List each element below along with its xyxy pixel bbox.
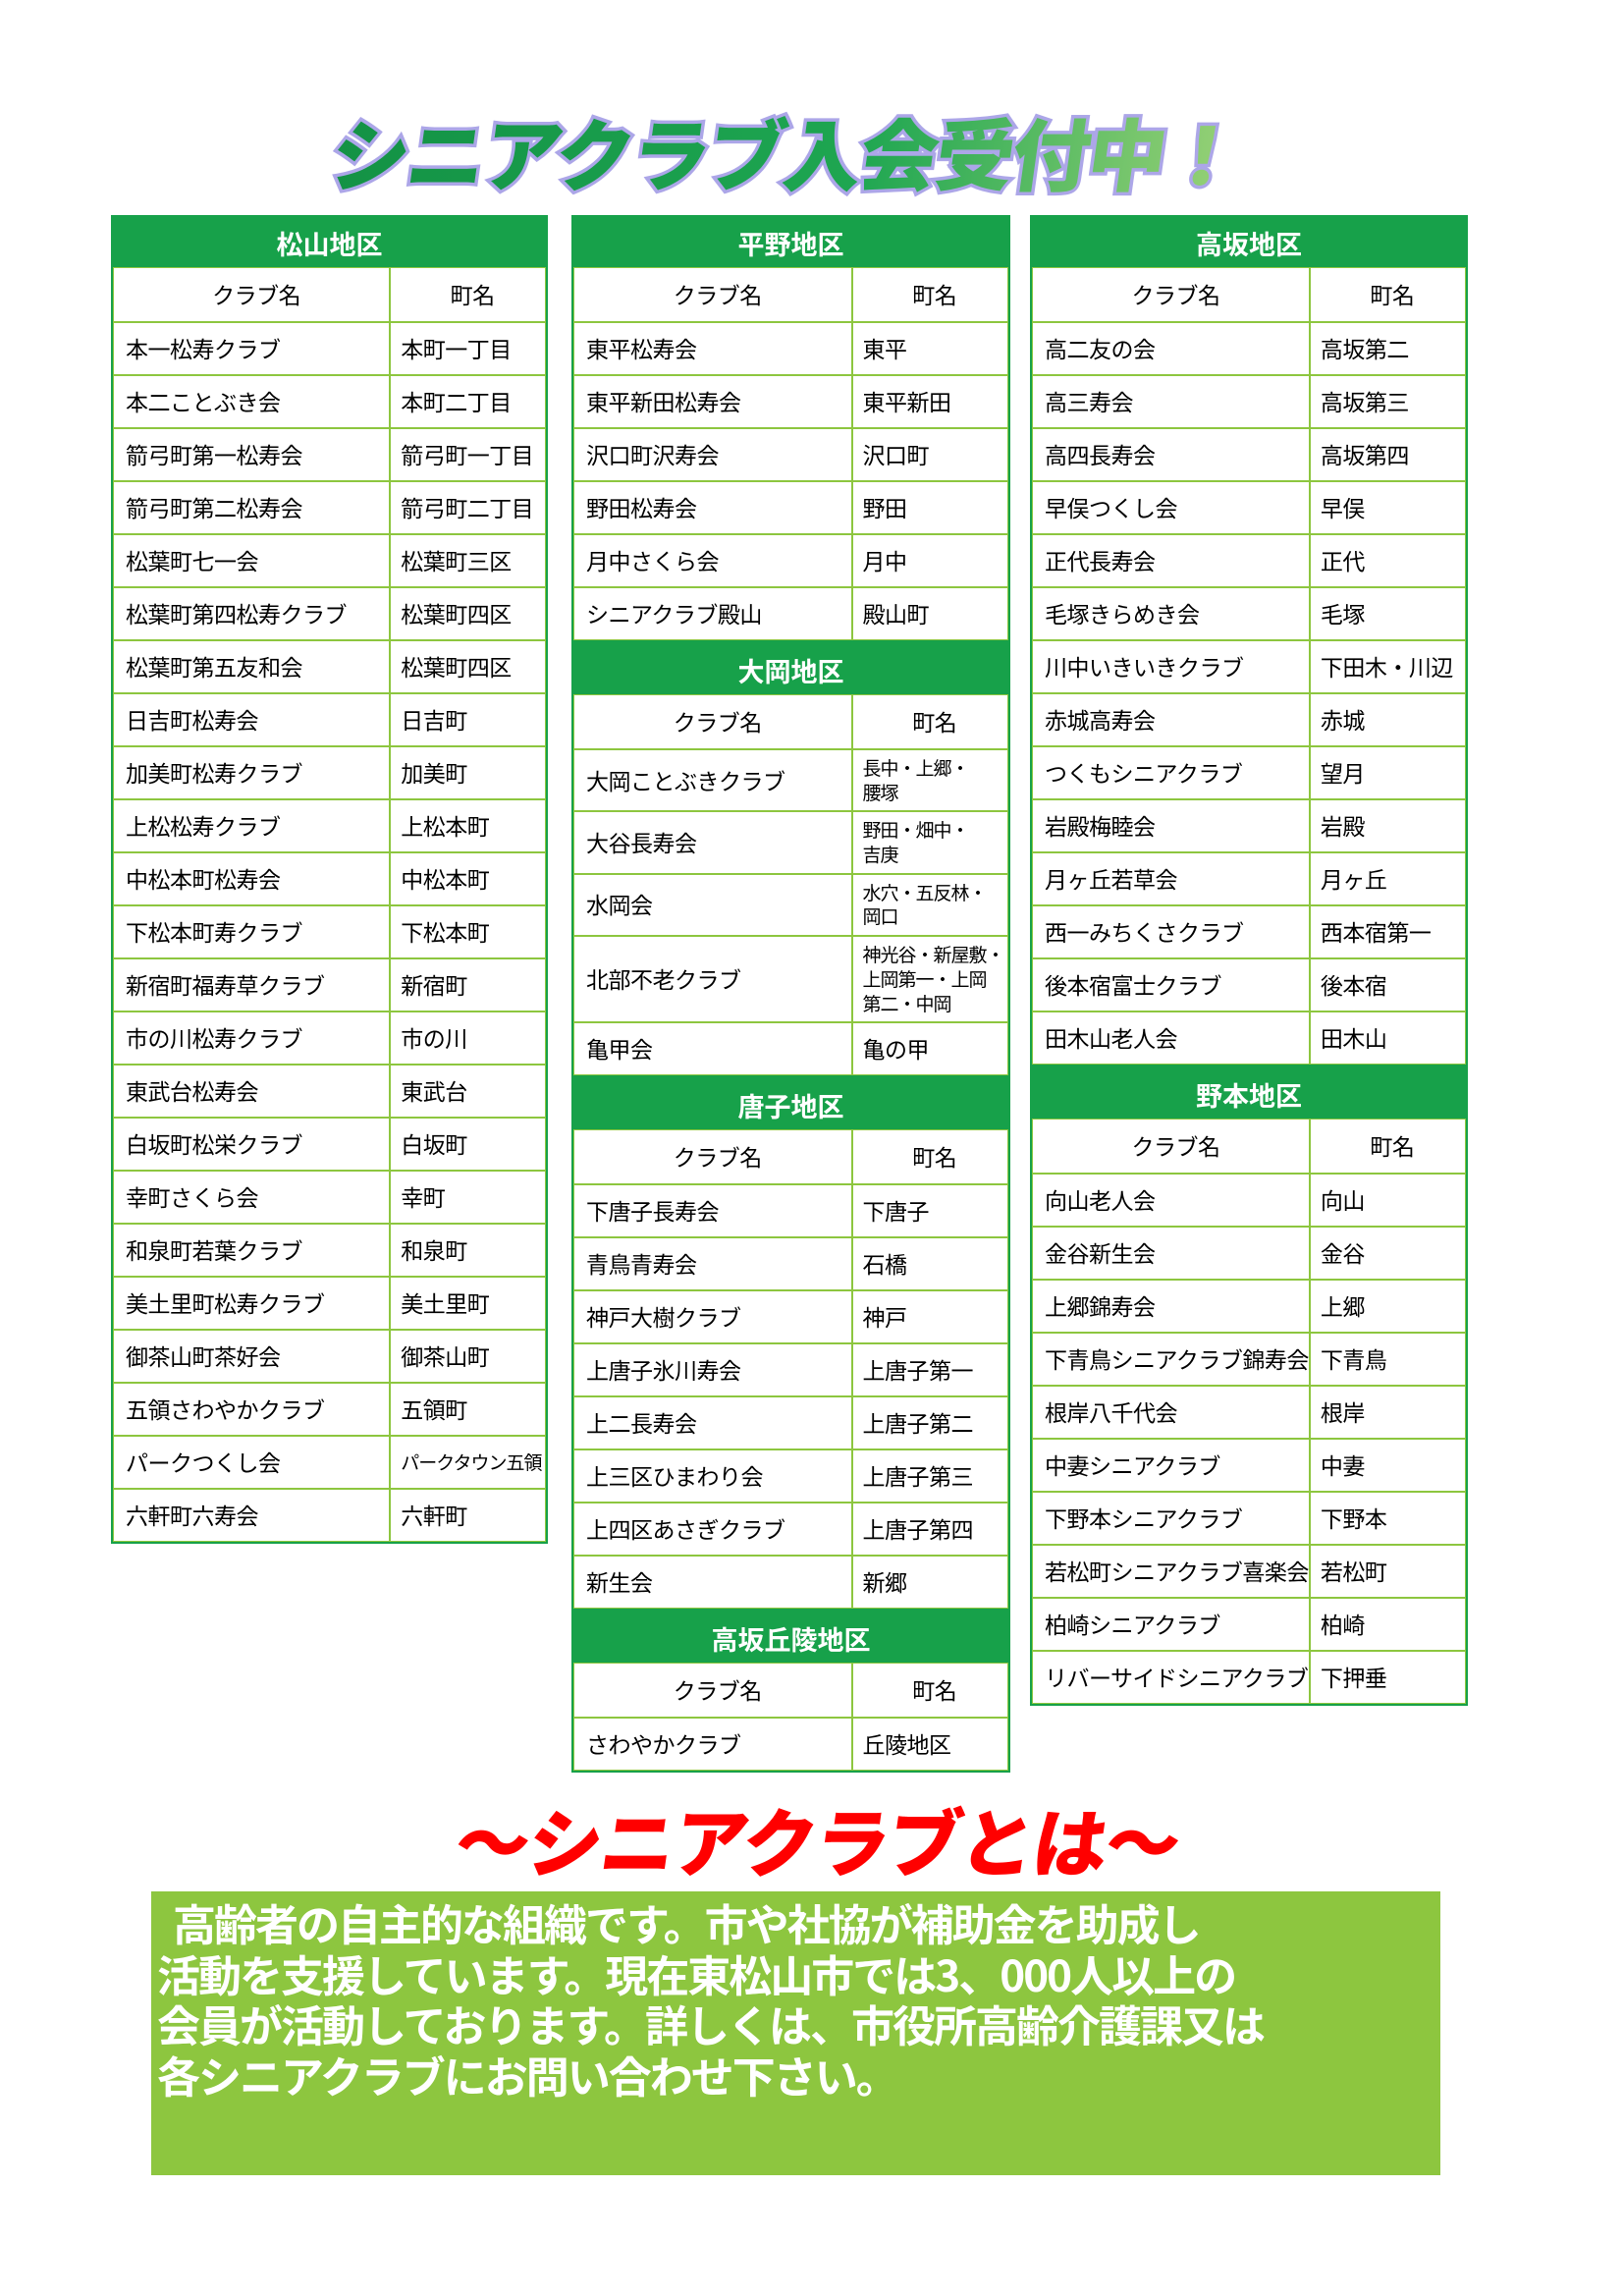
svg-text:～シニアクラブとは～: ～シニアクラブとは～ xyxy=(449,1783,1187,1891)
